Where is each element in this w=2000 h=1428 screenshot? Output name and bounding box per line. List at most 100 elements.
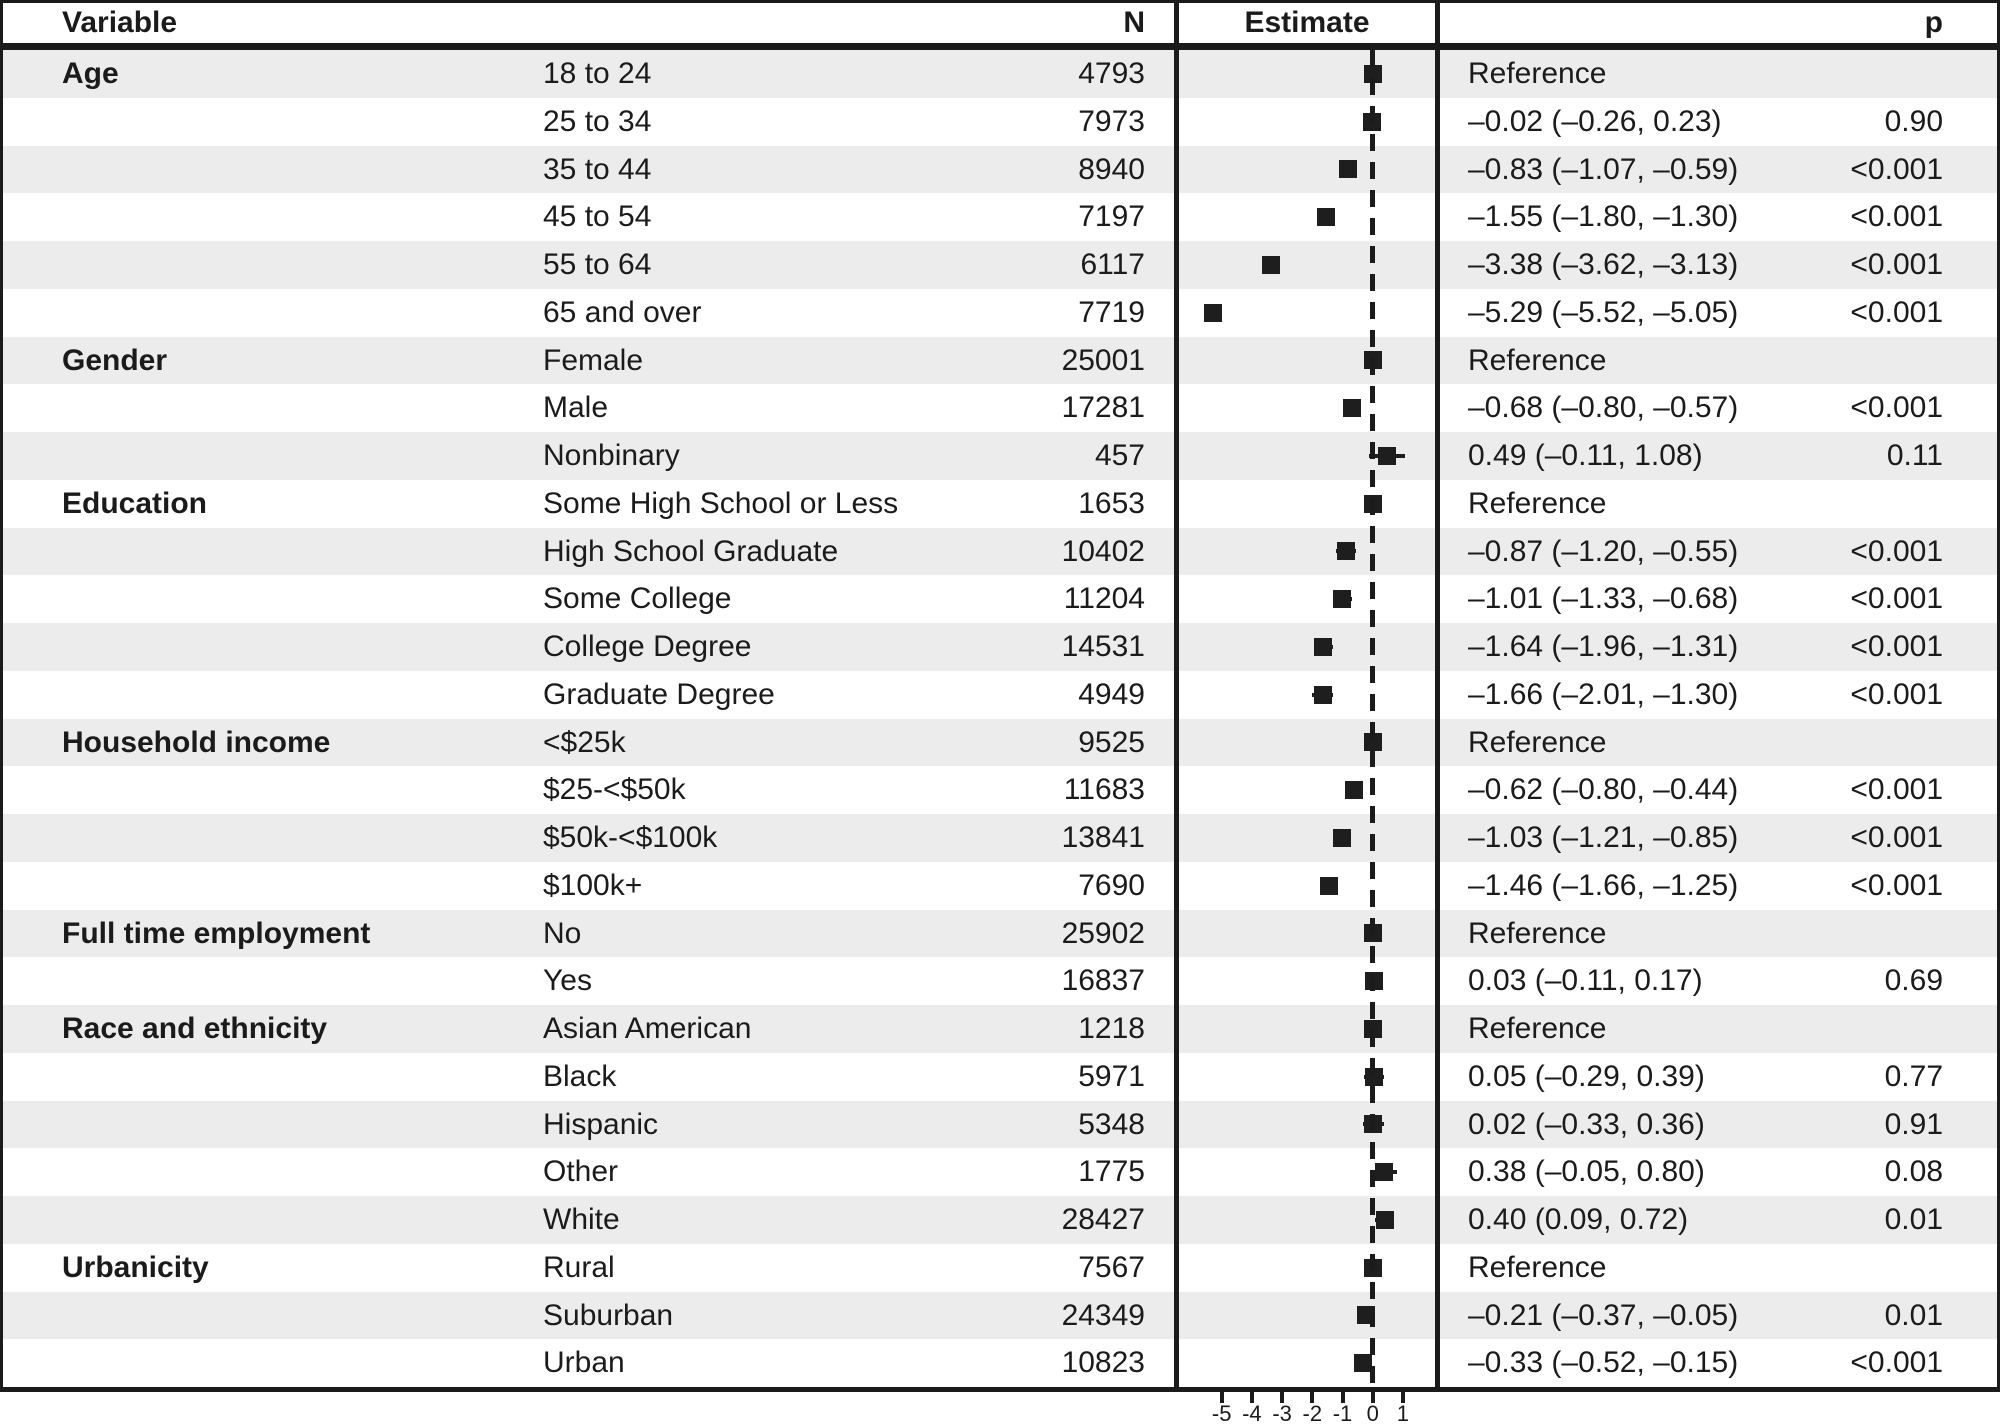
category-label: 45 to 54 [543, 200, 652, 234]
n-value: 7197 [1078, 200, 1145, 234]
n-value: 7690 [1078, 868, 1145, 902]
p-value: 0.01 [1884, 1203, 1943, 1236]
p-value: <0.001 [1850, 295, 1943, 329]
table-row: College Degree 14531 –1.64 (–1.96, –1.31) <… [3, 623, 1997, 671]
table-row: Black 5971 0.05 (–0.29, 0.39) 0.77 [3, 1053, 1997, 1101]
table-row: 25 to 34 7973 –0.02 (–0.26, 0.23) 0.90 [3, 98, 1997, 146]
group-label: Urbanicity [62, 1250, 209, 1284]
p-value: <0.001 [1850, 534, 1943, 568]
table-row: 35 to 44 8940 –0.83 (–1.07, –0.59) <0.001 [3, 145, 1997, 194]
group-label: Race and ethnicity [62, 1012, 328, 1045]
category-label: <$25k [543, 725, 626, 759]
category-label: 35 to 44 [543, 152, 652, 186]
column-header-p: p [1924, 6, 1943, 39]
n-value: 9525 [1078, 725, 1145, 759]
category-label: $100k+ [543, 868, 643, 902]
estimate-marker [1332, 828, 1351, 847]
axis-tick-label: 0 [1366, 1401, 1379, 1426]
n-value: 24349 [1061, 1298, 1145, 1332]
table-row: Education Some High School or Less 1653 Ref… [3, 480, 1997, 528]
n-value: 4793 [1078, 57, 1145, 90]
estimate-ci-text: –0.33 (–0.52, –0.15) [1468, 1346, 1739, 1380]
estimate-ci-text: Reference [1468, 486, 1607, 520]
estimate-marker [1314, 637, 1333, 656]
estimate-ci-text: –0.02 (–0.26, 0.23) [1468, 104, 1722, 138]
p-value: 0.69 [1884, 964, 1943, 998]
n-value: 16837 [1061, 964, 1145, 998]
p-value: 0.91 [1884, 1107, 1943, 1141]
group-label: Gender [62, 343, 168, 377]
estimate-ci-text: –0.62 (–0.80, –0.44) [1468, 773, 1739, 807]
category-label: Suburban [543, 1298, 674, 1332]
table-bottom-border [0, 1387, 2000, 1392]
table-row: Graduate Degree 4949 –1.66 (–2.01, –1.30) <… [3, 671, 1997, 719]
estimate-marker [1316, 208, 1335, 227]
estimate-marker [1375, 1210, 1394, 1229]
table-row: $100k+ 7690 –1.46 (–1.66, –1.25) <0.001 [3, 862, 1997, 910]
divider-n-estimate [1174, 3, 1179, 1392]
header-underline [0, 43, 2000, 50]
category-label: Hispanic [543, 1107, 659, 1141]
category-label: 55 to 64 [543, 248, 652, 281]
estimate-marker [1319, 876, 1338, 895]
estimate-ci-text: –1.64 (–1.96, –1.31) [1468, 630, 1739, 663]
estimate-ci-text: 0.05 (–0.29, 0.39) [1468, 1059, 1705, 1093]
p-value: 0.01 [1884, 1298, 1943, 1332]
category-label: Yes [543, 964, 592, 998]
estimate-ci-text: Reference [1468, 343, 1607, 377]
axis-tick-label: -1 [1332, 1401, 1353, 1426]
category-label: Male [543, 391, 609, 425]
n-value: 1218 [1078, 1012, 1145, 1045]
axis-tick [1310, 1392, 1315, 1403]
estimate-marker [1203, 303, 1222, 322]
n-value: 28427 [1061, 1203, 1145, 1236]
n-value: 17281 [1061, 391, 1145, 425]
estimate-marker [1337, 542, 1356, 561]
estimate-marker [1344, 781, 1363, 800]
estimate-ci-text: 0.02 (–0.33, 0.36) [1468, 1107, 1705, 1141]
n-value: 7973 [1078, 104, 1145, 138]
estimate-marker [1333, 590, 1352, 609]
axis-tick [1280, 1392, 1285, 1403]
axis-tick-label: -5 [1211, 1401, 1232, 1426]
axis-tick [1340, 1392, 1345, 1403]
estimate-ci-text: –0.68 (–0.80, –0.57) [1468, 391, 1739, 425]
group-label: Education [62, 486, 208, 520]
table-row: Other 1775 0.38 (–0.05, 0.80) 0.08 [3, 1148, 1997, 1196]
table-row: Yes 16837 0.03 (–0.11, 0.17) 0.69 [3, 957, 1997, 1005]
estimate-ci-text: Reference [1468, 1012, 1607, 1045]
table-row: Race and ethnicity Asian American 1218 Refe… [3, 1005, 1997, 1053]
n-value: 10402 [1061, 534, 1145, 568]
p-value: <0.001 [1850, 152, 1943, 186]
axis-tick-label: -3 [1272, 1401, 1292, 1426]
estimate-ci-text: 0.40 (0.09, 0.72) [1468, 1203, 1689, 1236]
n-value: 25902 [1061, 916, 1145, 950]
p-value: <0.001 [1850, 821, 1943, 854]
estimate-marker [1338, 160, 1357, 179]
table-row: $25-<$50k 11683 –0.62 (–0.80, –0.44) <0.001 [3, 766, 1997, 814]
estimate-ci-text: Reference [1468, 916, 1607, 950]
n-value: 11204 [1063, 582, 1145, 616]
table-row: Nonbinary 457 0.49 (–0.11, 1.08) 0.11 [3, 432, 1997, 480]
n-value: 6117 [1080, 248, 1145, 281]
table-row: $50k-<$100k 13841 –1.03 (–1.21, –0.85) <0.0… [3, 814, 1997, 862]
p-value: <0.001 [1850, 1346, 1943, 1380]
table-row: Urban 10823 –0.33 (–0.52, –0.15) <0.001 [3, 1339, 1997, 1387]
n-value: 7719 [1078, 295, 1145, 329]
n-value: 1653 [1078, 486, 1145, 520]
table-top-border [0, 0, 2000, 3]
estimate-ci-text: Reference [1468, 57, 1607, 90]
p-value: <0.001 [1850, 248, 1943, 281]
estimate-marker [1375, 1163, 1394, 1182]
p-value: 0.08 [1884, 1155, 1943, 1189]
category-label: 25 to 34 [543, 104, 652, 138]
category-label: White [543, 1203, 620, 1236]
category-label: High School Graduate [543, 534, 839, 568]
p-value: <0.001 [1850, 630, 1943, 663]
estimate-marker [1378, 446, 1397, 465]
table-row: Male 17281 –0.68 (–0.80, –0.57) <0.001 [3, 384, 1997, 432]
category-label: Black [543, 1059, 617, 1093]
category-label: 18 to 24 [543, 57, 652, 90]
divider-estimate-values [1435, 3, 1440, 1392]
category-label: 65 and over [543, 295, 702, 329]
